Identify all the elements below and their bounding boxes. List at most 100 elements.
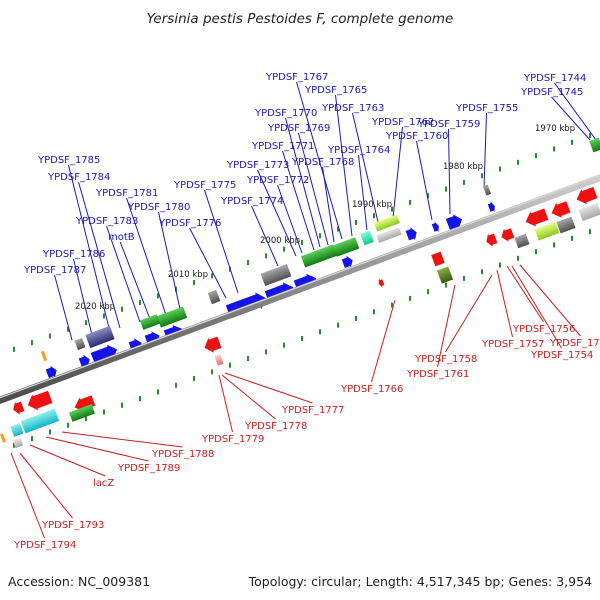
- gene-feature[interactable]: [487, 200, 497, 213]
- forward-gene-label[interactable]: YPDSF_1783: [75, 216, 138, 227]
- reverse-gene-label[interactable]: YPDSF_1766: [340, 384, 403, 395]
- forward-gene-label[interactable]: YPDSF_1764: [327, 145, 390, 156]
- reverse-gene-label[interactable]: YPDSF_1788: [151, 449, 214, 460]
- forward-gene-label[interactable]: YPDSF_1768: [291, 157, 354, 168]
- gene-feature[interactable]: [431, 220, 441, 233]
- reverse-gene-label[interactable]: YPDSF_1778: [244, 421, 307, 432]
- reverse-gene-label[interactable]: lacZ: [93, 478, 114, 489]
- reverse-gene-label[interactable]: YPDSF_1758: [414, 354, 477, 365]
- forward-gene-label[interactable]: YPDSF_1781: [95, 188, 158, 199]
- gene-feature[interactable]: [445, 212, 465, 232]
- reverse-gene-label[interactable]: YPDSF_1789: [117, 463, 180, 474]
- gene-feature[interactable]: [574, 185, 598, 207]
- forward-gene-label[interactable]: YPDSF_1765: [304, 85, 367, 96]
- leader-line: [10, 452, 45, 539]
- tick-mark: [121, 306, 123, 312]
- tick-mark: [517, 255, 519, 261]
- forward-gene-label[interactable]: YPDSF_1744: [523, 73, 586, 84]
- forward-gene-label[interactable]: YPDSF_1787: [23, 265, 86, 276]
- leader-line: [224, 372, 313, 404]
- gene-feature[interactable]: [25, 389, 53, 413]
- forward-gene-label[interactable]: YPDSF_1759: [417, 119, 480, 130]
- forward-gene-label[interactable]: YPDSF_1774: [220, 196, 283, 207]
- forward-gene-label[interactable]: YPDSF_1775: [173, 180, 236, 191]
- forward-gene-label[interactable]: YPDSF_1772: [246, 175, 309, 186]
- gene-feature[interactable]: [12, 437, 24, 449]
- leader-line: [282, 150, 315, 251]
- forward-gene-label[interactable]: YPDSF_1784: [47, 172, 110, 183]
- gene-feature[interactable]: [260, 264, 292, 286]
- reverse-gene-label[interactable]: YPDSF_1794: [13, 540, 76, 551]
- gene-feature[interactable]: [207, 289, 221, 305]
- reverse-gene-label[interactable]: YPDSF_1753: [549, 338, 600, 349]
- tick-mark: [355, 219, 357, 225]
- tick-mark: [427, 289, 429, 295]
- forward-gene-label[interactable]: YPDSF_1785: [37, 155, 100, 166]
- gene-feature[interactable]: [40, 350, 48, 362]
- gene-feature[interactable]: [534, 221, 560, 241]
- tick-mark: [193, 280, 195, 286]
- gene-feature[interactable]: [90, 342, 120, 366]
- gene-feature[interactable]: [341, 254, 355, 270]
- gene-feature[interactable]: [578, 202, 600, 222]
- gene-feature[interactable]: [499, 226, 515, 243]
- gene-feature[interactable]: [589, 137, 600, 153]
- gene-feature[interactable]: [482, 184, 492, 196]
- forward-gene-label[interactable]: YPDSF_1745: [520, 87, 583, 98]
- gene-feature[interactable]: [0, 433, 6, 443]
- forward-gene-label[interactable]: YPDSF_1770: [254, 108, 317, 119]
- leader-line: [298, 132, 329, 246]
- gene-feature[interactable]: [20, 408, 60, 434]
- gene-feature[interactable]: [523, 207, 549, 230]
- gene-feature[interactable]: [85, 325, 115, 349]
- leader-line: [204, 189, 239, 294]
- gene-feature[interactable]: [360, 230, 374, 246]
- forward-gene-label[interactable]: YPDSF_1760: [385, 131, 448, 142]
- gene-feature[interactable]: [300, 244, 338, 268]
- gene-feature[interactable]: [431, 251, 445, 267]
- gene-feature[interactable]: [484, 232, 498, 249]
- gene-feature[interactable]: [377, 277, 385, 288]
- gene-feature[interactable]: [436, 266, 454, 284]
- gene-feature[interactable]: [214, 354, 224, 366]
- forward-gene-label[interactable]: YPDSF_1769: [267, 123, 330, 134]
- gene-feature[interactable]: [74, 337, 86, 351]
- tick-mark: [265, 349, 267, 355]
- forward-gene-label[interactable]: YPDSF_1780: [127, 202, 190, 213]
- gene-feature[interactable]: [10, 423, 24, 437]
- forward-gene-label[interactable]: YPDSF_1762: [371, 117, 434, 128]
- gene-feature[interactable]: [549, 199, 571, 220]
- forward-gene-label[interactable]: YPDSF_1776: [158, 218, 221, 229]
- gene-feature[interactable]: [374, 214, 400, 232]
- reverse-gene-label[interactable]: YPDSF_1793: [41, 520, 104, 531]
- tick-mark: [517, 159, 519, 165]
- reverse-gene-label[interactable]: YPDSF_1756: [512, 324, 575, 335]
- gene-feature[interactable]: [11, 400, 25, 417]
- gene-feature[interactable]: [556, 216, 576, 234]
- reverse-gene-label[interactable]: YPDSF_1777: [281, 405, 344, 416]
- leader-line: [218, 374, 233, 433]
- gene-feature[interactable]: [156, 306, 188, 328]
- gene-feature[interactable]: [514, 233, 530, 249]
- forward-gene-label[interactable]: YPDSF_1786: [42, 249, 105, 260]
- reverse-gene-label[interactable]: YPDSF_1757: [481, 339, 544, 350]
- forward-gene-label[interactable]: YPDSF_1763: [321, 103, 384, 114]
- gene-feature[interactable]: [332, 237, 360, 257]
- gene-feature[interactable]: [405, 226, 419, 243]
- tick-mark: [211, 369, 213, 375]
- gene-feature[interactable]: [376, 227, 402, 243]
- forward-gene-label[interactable]: motB: [108, 232, 135, 243]
- forward-gene-label[interactable]: YPDSF_1771: [251, 141, 314, 152]
- forward-gene-label[interactable]: YPDSF_1755: [455, 103, 518, 114]
- gene-feature[interactable]: [45, 364, 59, 380]
- reverse-gene-label[interactable]: YPDSF_1761: [406, 369, 469, 380]
- reverse-gene-label[interactable]: YPDSF_1754: [530, 350, 593, 361]
- reverse-gene-label[interactable]: YPDSF_1779: [201, 434, 264, 445]
- forward-gene-label[interactable]: YPDSF_1773: [226, 160, 289, 171]
- gene-feature[interactable]: [69, 404, 95, 422]
- gene-feature[interactable]: [202, 335, 223, 356]
- gene-feature[interactable]: [139, 314, 161, 330]
- forward-gene-label[interactable]: YPDSF_1767: [265, 72, 328, 83]
- gene-feature[interactable]: [72, 393, 96, 414]
- gene-feature[interactable]: [78, 353, 92, 369]
